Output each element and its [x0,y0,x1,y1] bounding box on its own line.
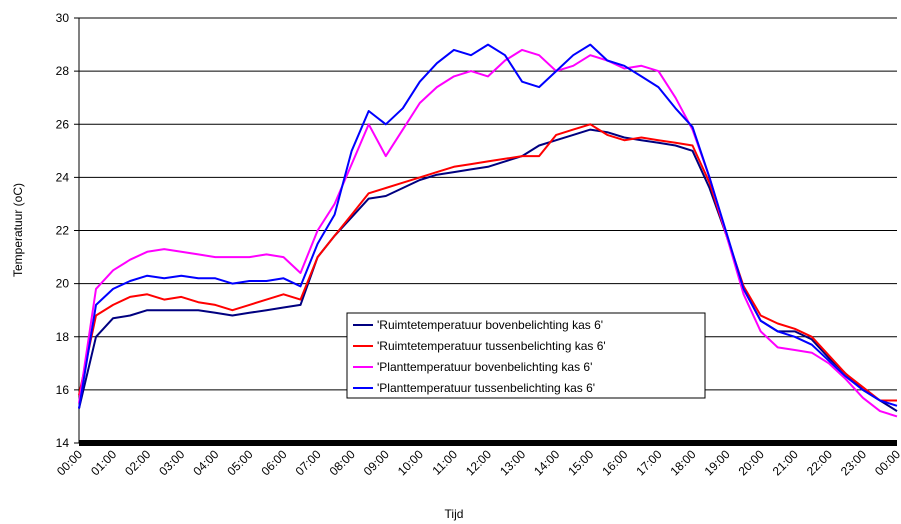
x-tick-label: 02:00 [122,447,153,478]
x-tick-label: 06:00 [258,447,289,478]
y-tick-label: 20 [56,277,70,291]
x-tick-label: 23:00 [838,447,869,478]
x-tick-label: 15:00 [565,447,596,478]
x-tick-label: 16:00 [599,447,630,478]
x-tick-label: 04:00 [190,447,221,478]
x-tick-label: 05:00 [224,447,255,478]
x-tick-label: 00:00 [872,447,901,478]
x-tick-label: 03:00 [156,447,187,478]
x-tick-label: 20:00 [736,447,767,478]
legend-label: 'Planttemperatuur tussenbelichting kas 6… [377,381,595,395]
y-tick-label: 18 [56,330,70,344]
x-tick-label: 00:00 [54,447,85,478]
y-tick-label: 24 [56,170,70,184]
legend-label: 'Planttemperatuur bovenbelichting kas 6' [377,360,592,374]
x-tick-label: 12:00 [463,447,494,478]
series-line [78,43,898,409]
x-tick-label: 21:00 [770,447,801,478]
y-tick-label: 26 [56,117,70,131]
y-tick-label: 14 [56,436,70,450]
x-tick-label: 09:00 [361,447,392,478]
legend-label: 'Ruimtetemperatuur bovenbelichting kas 6… [377,318,603,332]
y-tick-label: 28 [56,64,70,78]
series-line [78,123,897,402]
legend-label: 'Ruimtetemperatuur tussenbelichting kas … [377,339,606,353]
x-tick-label: 07:00 [293,447,324,478]
x-tick-label: 01:00 [88,447,119,478]
y-tick-label: 22 [56,224,70,238]
x-tick-label: 14:00 [531,447,562,478]
x-tick-label: 11:00 [430,447,461,478]
x-tick-label: 18:00 [667,447,698,478]
x-axis-title: Tijd [445,507,464,521]
series-line [78,48,898,418]
x-tick-label: 17:00 [633,447,664,478]
x-tick-label: 10:00 [395,447,426,478]
y-axis-title: Temperatuur (oC) [11,183,25,277]
y-tick-label: 16 [56,383,70,397]
x-tick-label: 13:00 [497,447,528,478]
y-tick-label: 30 [56,11,70,25]
x-tick-label: 22:00 [804,447,835,478]
x-tick-label: 08:00 [327,447,358,478]
x-tick-label: 19:00 [702,447,733,478]
legend-box [346,312,706,399]
